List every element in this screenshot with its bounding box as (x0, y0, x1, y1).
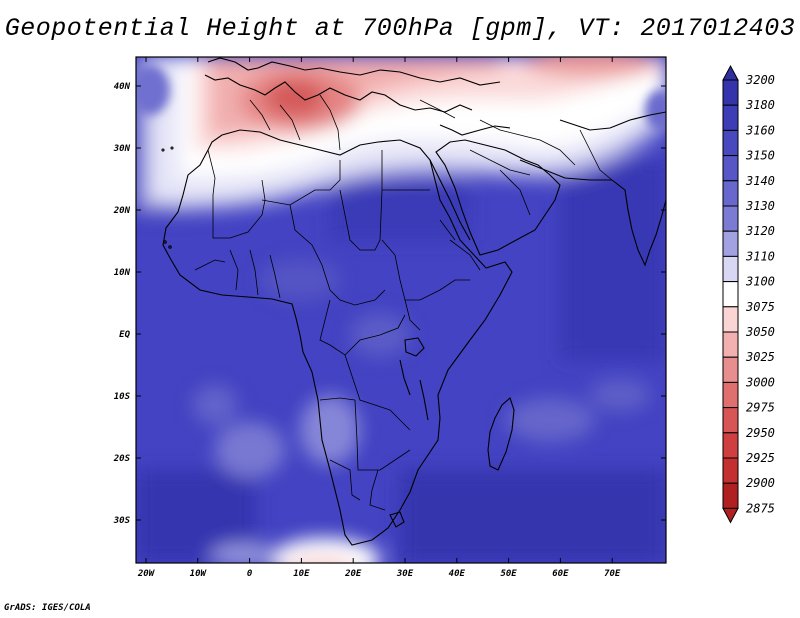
colorbar-level-label: 3120 (745, 224, 775, 238)
colorbar: 3200 3180 3160 3150 3140 3130 3120 3110 3100 3075… (722, 64, 775, 524)
lat-tick-label: 10N (114, 268, 131, 278)
credit-text: GrADS: IGES/COLA (4, 603, 91, 613)
lon-tick-label: 60E (552, 569, 569, 579)
lat-tick-label: 40N (114, 82, 131, 92)
colorbar-level-label: 2875 (746, 501, 775, 515)
colorbar-level-label: 2925 (746, 451, 775, 465)
lon-tick-label: 10W (190, 569, 208, 579)
colorbar-level-label: 3100 (745, 275, 775, 289)
country-borders (194, 94, 613, 511)
lat-tick-label: 30N (113, 144, 131, 154)
lon-tick-label: 20E (344, 569, 362, 579)
lat-tick-label: 20N (113, 206, 131, 216)
colorbar-bottom-arrow (722, 507, 739, 524)
longitude-axis: 20W 10W 0 10E 20E 30E 40E 50E 60E 70E (137, 57, 621, 579)
colorbar-top-arrow (722, 64, 739, 81)
lon-tick-label: 20W (137, 569, 156, 579)
latitude-axis: 40N 30N 20N 10N EQ 10S 20S 30S (113, 82, 666, 526)
colorbar-level-label: 3140 (745, 174, 775, 188)
colorbar-swatch (722, 230, 739, 257)
lon-tick-label: 10E (293, 569, 310, 579)
colorbar-swatch (722, 255, 739, 283)
colorbar-level-label: 3200 (745, 73, 775, 87)
colorbar-swatch (722, 432, 739, 459)
lat-tick-label: 30S (113, 516, 131, 526)
colorbar-level-label: 3150 (745, 149, 775, 163)
colorbar-level-label: 2900 (746, 476, 775, 490)
lat-tick-label: EQ (119, 330, 130, 340)
colorbar-swatch (722, 129, 739, 157)
colorbar-swatch (722, 407, 739, 434)
colorbar-swatch (722, 281, 739, 308)
colorbar-swatch (722, 482, 739, 509)
plot-frame (135, 56, 667, 564)
colorbar-level-label: 2975 (746, 401, 775, 415)
colorbar-level-label: 3050 (745, 325, 775, 339)
colorbar-swatch (722, 331, 739, 358)
lon-tick-label: 40E (449, 569, 466, 579)
colorbar-level-label: 3075 (745, 300, 775, 314)
colorbar-level-label: 3110 (745, 249, 775, 263)
lat-tick-label: 20S (113, 454, 131, 464)
height-field (136, 57, 666, 563)
colorbar-swatch (722, 104, 739, 131)
colorbar-level-label: 3025 (745, 350, 775, 364)
lon-tick-label: 70E (604, 569, 621, 579)
lon-tick-label: 0 (247, 569, 253, 579)
colorbar-level-label: 3000 (745, 375, 775, 389)
lon-tick-label: 30E (396, 569, 414, 579)
colorbar-level-label: 2950 (746, 426, 775, 440)
colorbar-swatch (722, 306, 739, 333)
colorbar-level-label: 3130 (745, 199, 775, 213)
colorbar-swatch (722, 79, 739, 106)
chart-title: Geopotential Height at 700hPa [gpm], VT:… (4, 14, 796, 43)
lat-tick-label: 10S (114, 392, 131, 402)
colorbar-swatch (722, 155, 739, 182)
colorbar-level-label: 3160 (745, 123, 775, 137)
coastlines (161, 57, 666, 546)
colorbar-swatch (722, 457, 739, 484)
colorbar-swatch (722, 381, 739, 409)
colorbar-swatch (722, 205, 739, 232)
lon-tick-label: 50E (500, 569, 517, 579)
colorbar-swatch (722, 180, 739, 207)
colorbar-level-label: 3180 (745, 98, 775, 112)
colorbar-swatch (722, 356, 739, 383)
